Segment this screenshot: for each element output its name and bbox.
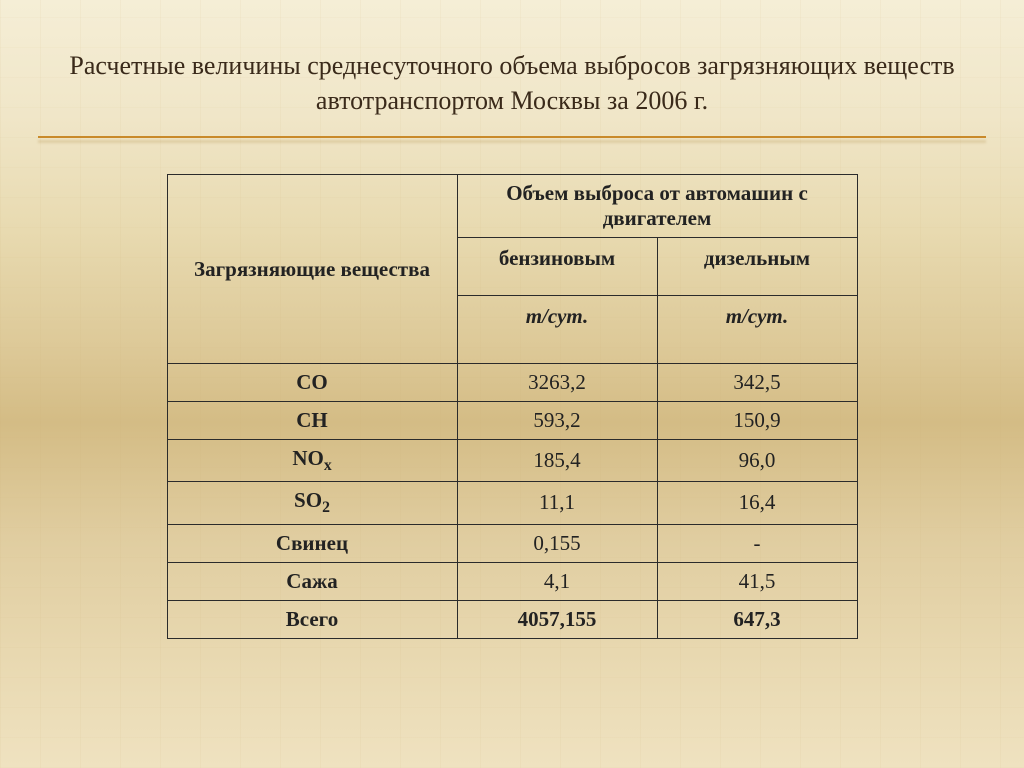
- header-row-1: Загрязняющие вещества Объем выброса от а…: [167, 175, 857, 238]
- row-value-gasoline: 11,1: [457, 482, 657, 524]
- unit-gasoline: т/сут.: [457, 296, 657, 364]
- table-row: Всего4057,155647,3: [167, 600, 857, 638]
- row-value-gasoline: 185,4: [457, 440, 657, 482]
- row-value-diesel: 150,9: [657, 402, 857, 440]
- unit-diesel: т/сут.: [657, 296, 857, 364]
- table-row: Сажа4,141,5: [167, 562, 857, 600]
- row-substance-label: NOx: [167, 440, 457, 482]
- slide-title: Расчетные величины среднесуточного объем…: [0, 0, 1024, 128]
- row-value-gasoline: 3263,2: [457, 364, 657, 402]
- table-row: SO211,116,4: [167, 482, 857, 524]
- row-value-diesel: 96,0: [657, 440, 857, 482]
- subheader-diesel: дизельным: [657, 238, 857, 296]
- row-substance-label: Сажа: [167, 562, 457, 600]
- row-value-diesel: 16,4: [657, 482, 857, 524]
- row-value-gasoline: 0,155: [457, 524, 657, 562]
- table-row: CO3263,2342,5: [167, 364, 857, 402]
- row-value-diesel: 41,5: [657, 562, 857, 600]
- title-underline: [38, 136, 986, 138]
- emissions-table-wrapper: Загрязняющие вещества Объем выброса от а…: [0, 174, 1024, 638]
- row-value-gasoline: 4,1: [457, 562, 657, 600]
- emissions-table: Загрязняющие вещества Объем выброса от а…: [167, 174, 858, 638]
- row-value-gasoline: 593,2: [457, 402, 657, 440]
- row-substance-label: CH: [167, 402, 457, 440]
- row-value-diesel: 342,5: [657, 364, 857, 402]
- subheader-gasoline: бензиновым: [457, 238, 657, 296]
- table-row: CH593,2150,9: [167, 402, 857, 440]
- table-body: CO3263,2342,5CH593,2150,9NOx185,496,0SO2…: [167, 364, 857, 638]
- row-value-diesel: -: [657, 524, 857, 562]
- header-substances: Загрязняющие вещества: [167, 175, 457, 364]
- row-value-gasoline: 4057,155: [457, 600, 657, 638]
- header-volume: Объем выброса от автомашин с двигателем: [457, 175, 857, 238]
- row-substance-label: CO: [167, 364, 457, 402]
- row-substance-label: Всего: [167, 600, 457, 638]
- table-row: Свинец0,155-: [167, 524, 857, 562]
- row-substance-label: SO2: [167, 482, 457, 524]
- table-row: NOx185,496,0: [167, 440, 857, 482]
- row-substance-label: Свинец: [167, 524, 457, 562]
- row-value-diesel: 647,3: [657, 600, 857, 638]
